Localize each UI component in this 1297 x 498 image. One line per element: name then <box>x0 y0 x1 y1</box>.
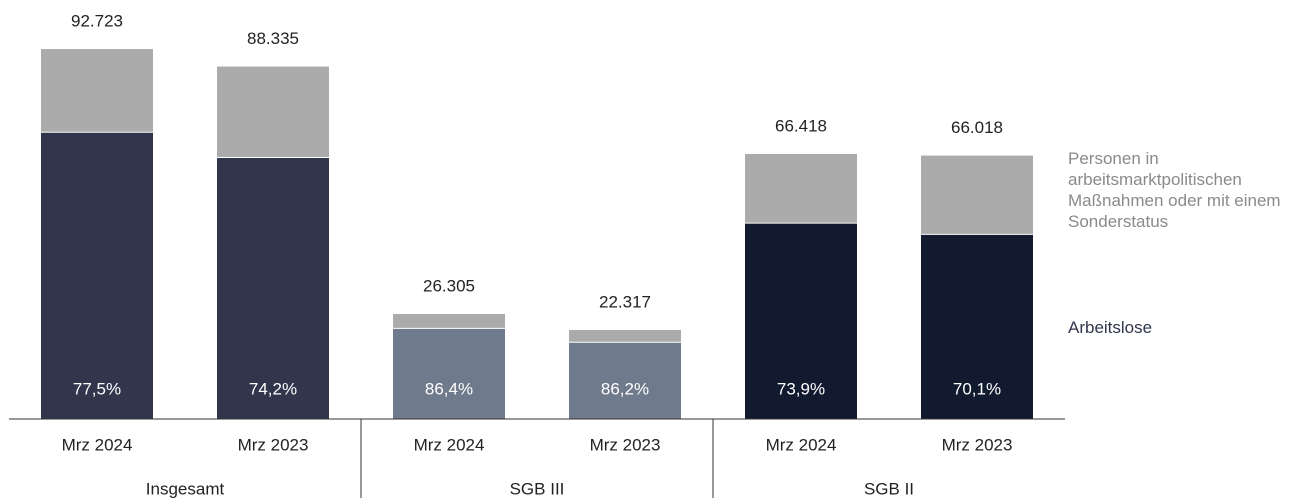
bar-segment <box>745 223 857 419</box>
x-tick-label: Mrz 2024 <box>766 435 837 454</box>
bar-segment <box>921 234 1033 419</box>
bar-segment <box>745 153 857 224</box>
bar-segment <box>393 328 505 419</box>
bar-segment <box>393 314 505 329</box>
bar-segment <box>41 49 153 133</box>
bar-segment <box>569 342 681 419</box>
legend-entry: Arbeitslose <box>1068 318 1153 337</box>
share-label: 70,1% <box>953 379 1001 398</box>
bar-segment <box>41 132 153 419</box>
total-label: 66.018 <box>951 118 1003 137</box>
total-label: 26.305 <box>423 277 475 296</box>
bar-segment <box>217 157 329 419</box>
legend-entry: Personen in arbeitsmarktpolitischen Maßn… <box>1068 149 1281 231</box>
group-label: Insgesamt <box>146 479 225 498</box>
total-label: 92.723 <box>71 12 123 31</box>
share-label: 86,2% <box>601 379 649 398</box>
share-label: 77,5% <box>73 379 121 398</box>
total-label: 88.335 <box>247 29 299 48</box>
x-tick-label: Mrz 2024 <box>414 435 485 454</box>
total-label: 66.418 <box>775 116 827 135</box>
bar-segment <box>921 155 1033 235</box>
group-label: SGB II <box>864 479 914 498</box>
x-tick-label: Mrz 2024 <box>62 435 133 454</box>
bar-segment <box>217 66 329 158</box>
group-label: SGB III <box>510 479 565 498</box>
x-tick-label: Mrz 2023 <box>238 435 309 454</box>
x-tick-label: Mrz 2023 <box>942 435 1013 454</box>
total-label: 22.317 <box>599 292 651 311</box>
share-label: 86,4% <box>425 379 473 398</box>
share-label: 73,9% <box>777 379 825 398</box>
share-label: 74,2% <box>249 379 297 398</box>
bar-segment <box>569 329 681 343</box>
x-tick-label: Mrz 2023 <box>590 435 661 454</box>
